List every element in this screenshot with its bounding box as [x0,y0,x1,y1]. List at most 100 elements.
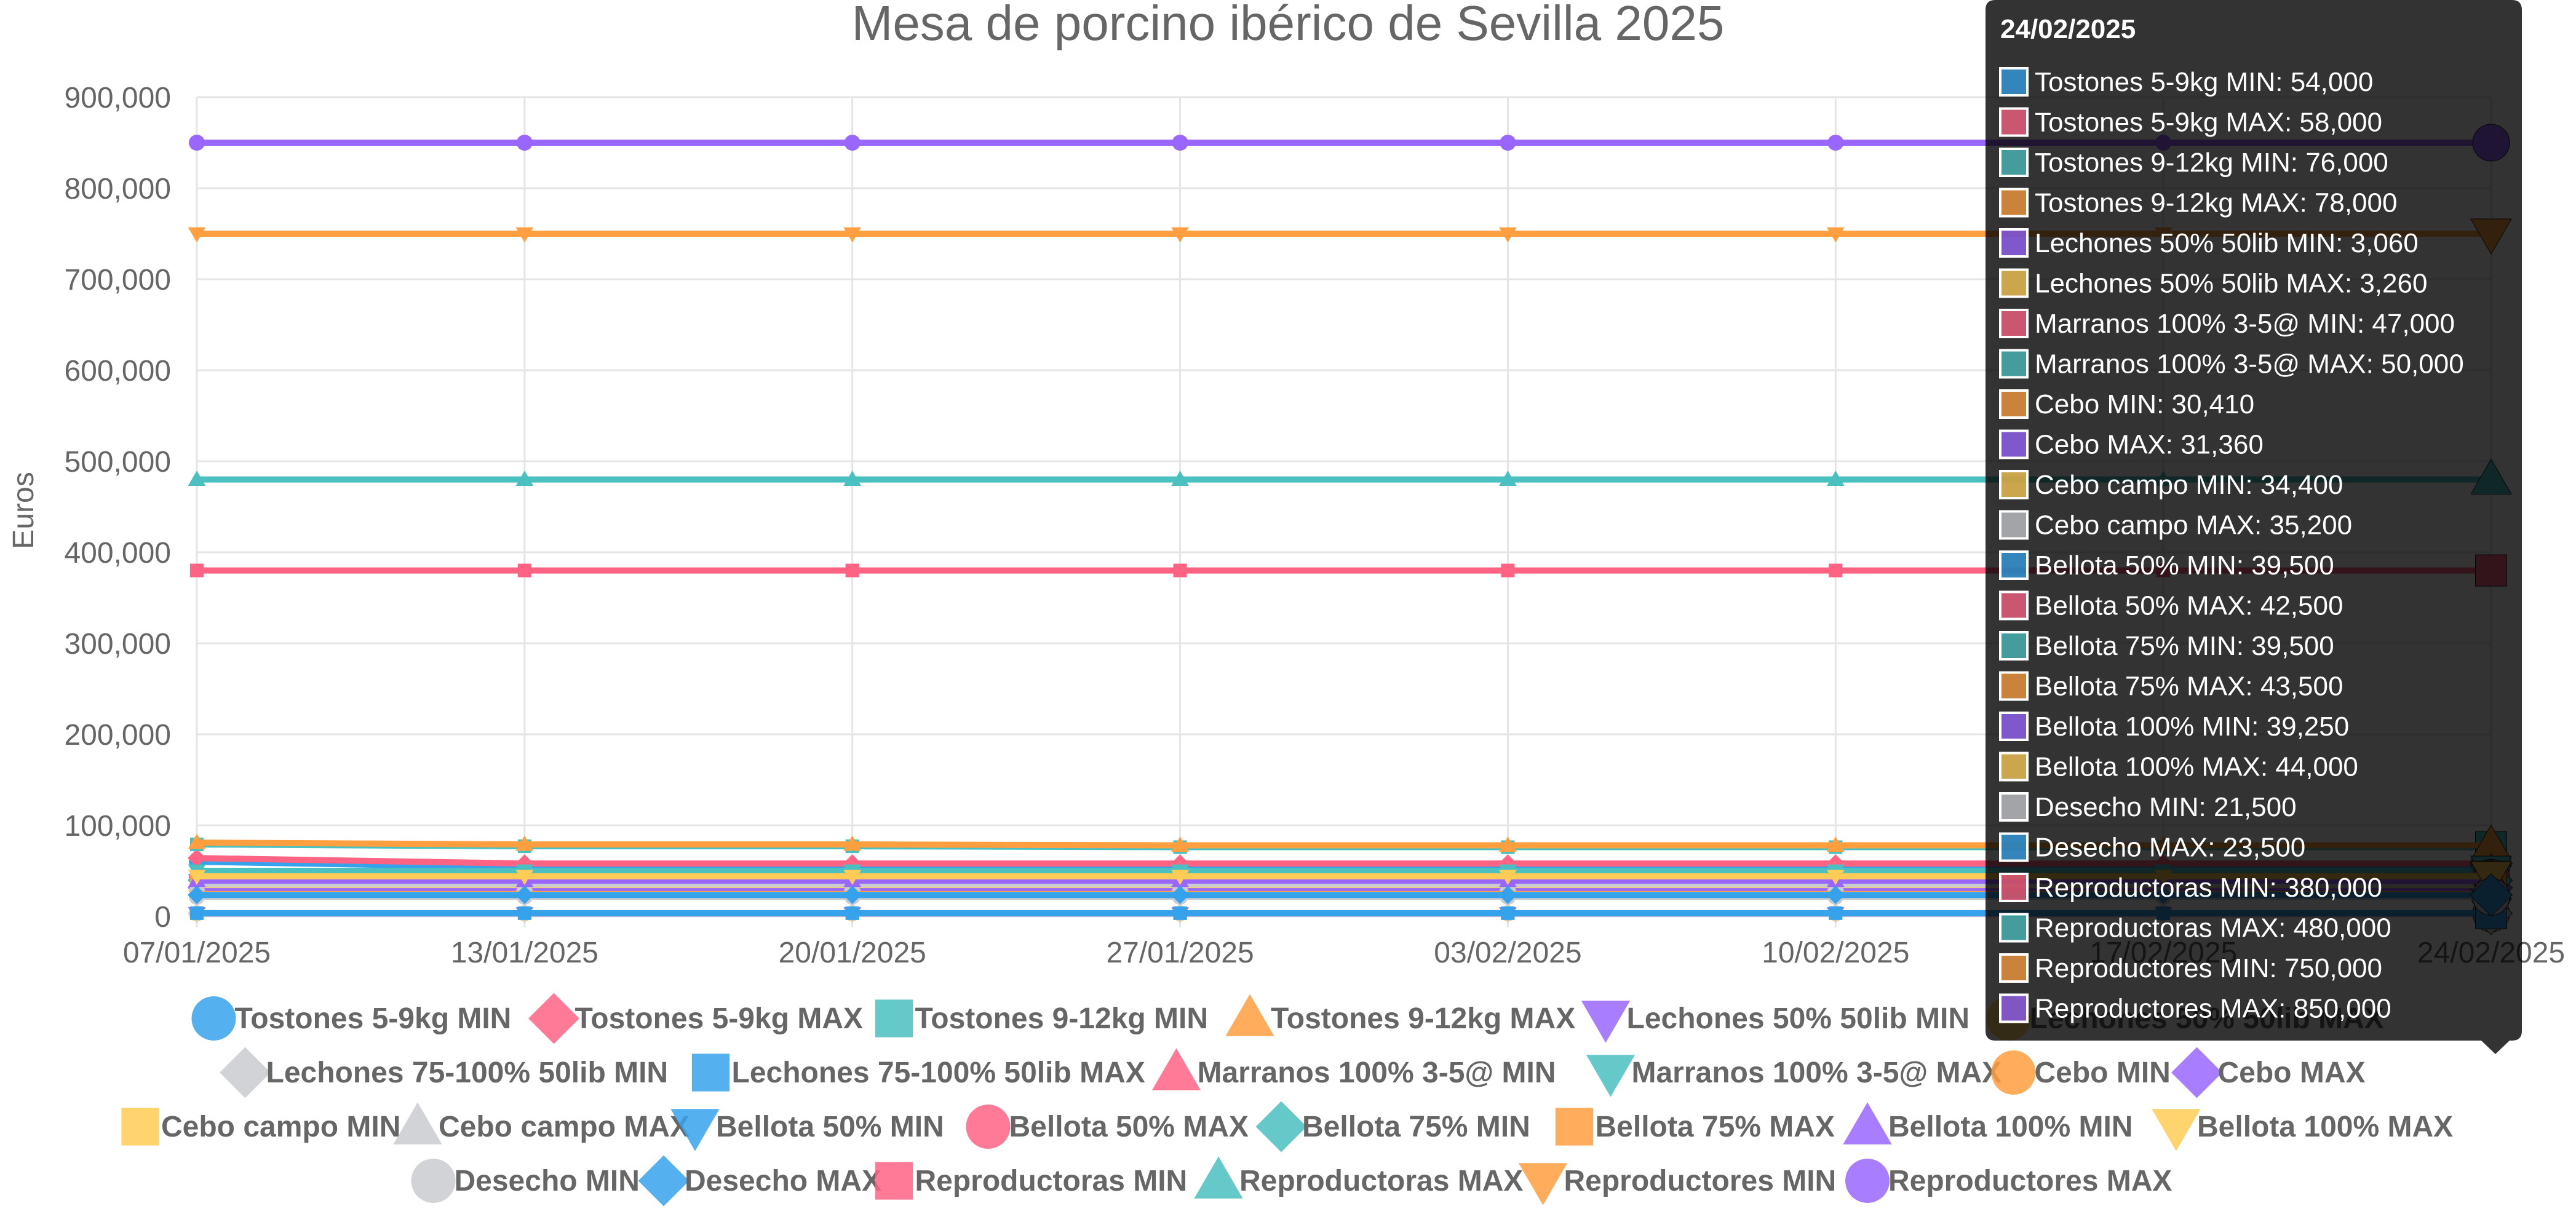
legend-item[interactable]: Reproductores MIN [1518,1163,1836,1205]
legend-item[interactable]: Cebo MAX [2171,1047,2366,1098]
data-point[interactable] [1829,563,1843,577]
data-point[interactable] [188,470,206,486]
tooltip-item: Bellota 75% MAX: 43,500 [2035,672,2343,702]
data-point[interactable] [188,227,206,243]
legend-label: Bellota 100% MIN [1888,1111,2133,1143]
data-point[interactable] [1171,886,1190,905]
legend-item[interactable]: Bellota 100% MAX [2152,1109,2453,1151]
data-point[interactable] [1827,135,1844,151]
data-point[interactable] [1826,870,1845,886]
data-point[interactable] [1173,906,1187,920]
y-tick-label: 500,000 [64,446,171,478]
data-point[interactable] [515,870,534,886]
data-point[interactable] [517,563,531,577]
legend-item[interactable]: Lechones 75-100% 50lib MIN [220,1047,668,1098]
tooltip-swatch [1999,712,2029,741]
data-point[interactable] [515,227,534,243]
legend-item[interactable]: Marranos 100% 3-5@ MAX [1586,1055,2002,1097]
data-point[interactable] [843,227,862,243]
legend-item[interactable]: Cebo campo MIN [121,1108,400,1146]
tooltip-swatch [1999,188,2029,218]
data-point[interactable] [1171,227,1189,243]
legend-item[interactable]: Bellota 75% MIN [1255,1101,1530,1153]
legend-swatch [1586,1055,1636,1097]
data-point[interactable] [843,870,862,886]
data-point[interactable] [843,470,862,486]
tooltip-item: Cebo MIN: 30,410 [2035,389,2254,419]
data-point[interactable] [188,870,206,886]
data-point[interactable] [843,886,862,905]
x-tick-label: 07/01/2025 [123,937,271,969]
legend-item[interactable]: Tostones 5-9kg MAX [528,993,863,1044]
data-point[interactable] [515,835,534,851]
legend-label: Tostones 5-9kg MIN [235,1002,512,1035]
data-point[interactable] [1826,886,1845,905]
legend-label: Marranos 100% 3-5@ MAX [1632,1057,2002,1089]
data-point[interactable] [188,886,206,905]
legend-item[interactable]: Lechones 50% 50lib MIN [1581,1001,1970,1043]
data-point[interactable] [1499,870,1517,886]
legend-swatch [2171,1047,2222,1098]
legend-item[interactable]: Marranos 100% 3-5@ MIN [1151,1048,1556,1090]
chart-title: Mesa de porcino ibérico de Sevilla 2025 [852,0,1725,50]
data-point[interactable] [515,886,534,905]
data-point[interactable] [1499,470,1517,486]
legend-label: Bellota 50% MAX [1009,1111,1249,1143]
legend-swatch [875,999,913,1038]
legend-swatch [393,1102,442,1145]
data-point[interactable] [188,833,206,849]
data-point[interactable] [1501,563,1515,577]
legend-item[interactable]: Tostones 5-9kg MIN [191,996,512,1041]
data-point[interactable] [189,906,204,920]
data-point[interactable] [516,135,533,151]
data-point[interactable] [189,563,204,577]
legend-label: Reproductores MAX [1888,1165,2172,1197]
data-point[interactable] [1501,906,1515,920]
data-point[interactable] [1499,227,1517,243]
legend-item[interactable]: Desecho MAX [638,1155,881,1207]
legend-label: Lechones 75-100% 50lib MAX [732,1057,1145,1089]
x-tick-label: 20/01/2025 [779,937,926,969]
legend-item[interactable]: Bellota 100% MIN [1843,1102,2133,1145]
data-point[interactable] [1173,563,1187,577]
data-point[interactable] [1826,227,1845,243]
legend-item[interactable]: Bellota 75% MAX [1555,1108,1835,1146]
data-point[interactable] [1498,886,1517,905]
data-point[interactable] [1171,836,1189,852]
data-point[interactable] [1826,854,1845,873]
data-point[interactable] [188,849,206,868]
legend-item[interactable]: Reproductoras MIN [875,1162,1187,1200]
data-point[interactable] [189,135,205,151]
legend-swatch [121,1108,159,1146]
data-point[interactable] [845,906,859,920]
data-point[interactable] [515,470,534,486]
legend-label: Cebo MAX [2218,1057,2366,1089]
legend-item[interactable]: Cebo MIN [1991,1050,2171,1095]
x-tick-label: 03/02/2025 [1434,937,1581,969]
data-point[interactable] [1826,470,1845,486]
data-point[interactable] [844,135,861,151]
data-point[interactable] [1500,135,1516,151]
legend-item[interactable]: Reproductoras MAX [1194,1156,1523,1199]
tooltip-swatch [1999,107,2029,137]
legend-swatch [966,1105,1011,1149]
data-point[interactable] [1499,836,1517,852]
legend-item[interactable]: Bellota 50% MIN [670,1109,944,1151]
data-point[interactable] [1829,906,1843,920]
data-point[interactable] [843,835,862,851]
y-tick-label: 0 [154,901,171,934]
data-point[interactable] [845,563,859,577]
legend-item[interactable]: Reproductores MAX [1845,1159,2172,1203]
legend-item[interactable]: Tostones 9-12kg MIN [875,999,1208,1038]
data-point[interactable] [1171,470,1189,486]
legend-item[interactable]: Cebo campo MAX [393,1102,690,1145]
data-point[interactable] [1172,135,1188,151]
legend-item[interactable]: Desecho MIN [411,1159,640,1203]
legend-item[interactable]: Tostones 9-12kg MAX [1225,994,1575,1036]
legend-item[interactable]: Bellota 50% MAX [966,1105,1249,1149]
legend-item[interactable]: Lechones 75-100% 50lib MAX [691,1053,1145,1092]
legend-label: Desecho MIN [455,1165,640,1197]
data-point[interactable] [517,906,531,920]
data-point[interactable] [1826,836,1845,852]
data-point[interactable] [1171,870,1189,886]
